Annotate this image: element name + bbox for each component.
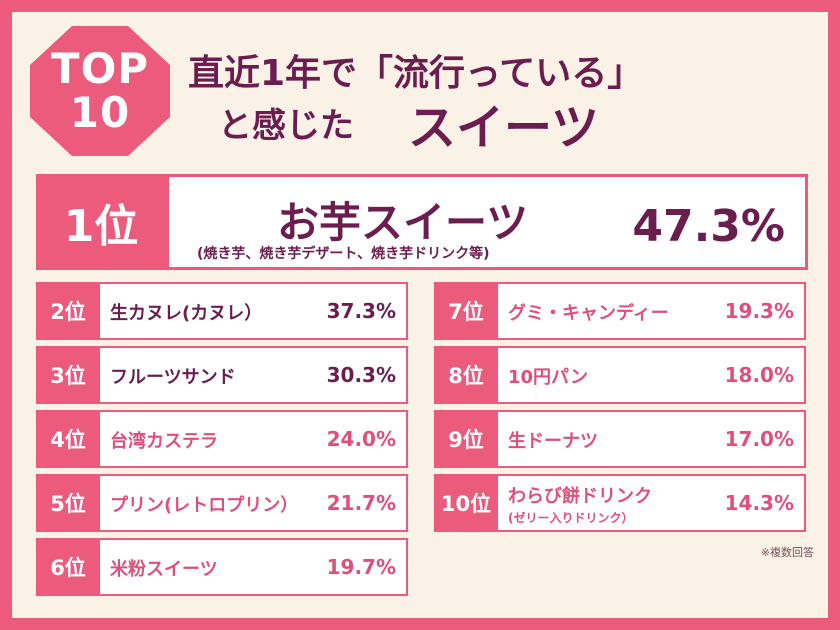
footnote: ※複数回答 (760, 546, 814, 559)
first-sub: (焼き芋、焼き芋デザート、焼き芋ドリンク等) (197, 246, 490, 262)
first-body: お芋スイーツ (焼き芋、焼き芋デザート、焼き芋ドリンク等) 47.3% (166, 174, 808, 270)
item-name: 生カヌレ(カヌレ） (110, 303, 263, 324)
item-percent: 30.3% (326, 363, 396, 387)
first-rank: 1位 (36, 174, 166, 270)
rank-label: 6位 (36, 538, 100, 596)
ranking-right-column: 7位 グミ・キャンディー 19.3% 8位 10円パン 18.0% 9位 生ドー… (434, 282, 806, 538)
item-name: 米粉スイーツ (110, 559, 218, 580)
ranking-row: 5位 プリン(レトロプリン） 21.7% (36, 474, 408, 532)
rank-box: 生ドーナツ 17.0% (498, 410, 806, 468)
rank-label: 8位 (434, 346, 498, 404)
item-percent: 37.3% (326, 299, 396, 323)
rank-label: 10位 (434, 474, 498, 532)
headline-line2: と感じた (218, 106, 354, 146)
badge-line1: TOP (50, 44, 150, 93)
ranking-left-column: 2位 生カヌレ(カヌレ） 37.3% 3位 フルーツサンド 30.3% 4位 台… (36, 282, 408, 602)
rank-box: 生カヌレ(カヌレ） 37.3% (100, 282, 408, 340)
ranking-row: 4位 台湾カステラ 24.0% (36, 410, 408, 468)
top10-badge: TOP 10 (30, 26, 170, 156)
item-name: グミ・キャンディー (508, 303, 669, 324)
headline-emphasis: スイーツ (408, 100, 600, 156)
item-name: プリン(レトロプリン） (110, 495, 299, 516)
item-percent: 19.7% (326, 555, 396, 579)
ranking-row: 6位 米粉スイーツ 19.7% (36, 538, 408, 596)
headline-line1: 直近1年で「流行っている」 (188, 53, 644, 94)
first-place-card: 1位 お芋スイーツ (焼き芋、焼き芋デザート、焼き芋ドリンク等) 47.3% (36, 174, 808, 270)
item-name: わらび餅ドリンク (508, 486, 652, 507)
rank-box: 米粉スイーツ 19.7% (100, 538, 408, 596)
rank-box: 台湾カステラ 24.0% (100, 410, 408, 468)
badge-line2: 10 (69, 88, 131, 137)
first-percent: 47.3% (632, 201, 785, 252)
item-percent: 18.0% (724, 363, 794, 387)
rank-label: 4位 (36, 410, 100, 468)
rank-box: プリン(レトロプリン） 21.7% (100, 474, 408, 532)
rank-label: 3位 (36, 346, 100, 404)
item-percent: 14.3% (724, 491, 794, 515)
item-percent: 24.0% (326, 427, 396, 451)
rank-box: 10円パン 18.0% (498, 346, 806, 404)
ranking-row: 7位 グミ・キャンディー 19.3% (434, 282, 806, 340)
rank-label: 2位 (36, 282, 100, 340)
item-name: フルーツサンド (110, 367, 236, 388)
item-name: 生ドーナツ (508, 431, 598, 452)
ranking-row: 9位 生ドーナツ 17.0% (434, 410, 806, 468)
rank-box: わらび餅ドリンク (ゼリー入りドリンク） 14.3% (498, 474, 806, 532)
rank-label: 5位 (36, 474, 100, 532)
rank-label: 7位 (434, 282, 498, 340)
first-name: お芋スイーツ (277, 198, 529, 247)
item-percent: 19.3% (724, 299, 794, 323)
item-percent: 17.0% (724, 427, 794, 451)
item-sub: (ゼリー入りドリンク） (508, 511, 634, 525)
ranking-row: 3位 フルーツサンド 30.3% (36, 346, 408, 404)
ranking-row: 10位 わらび餅ドリンク (ゼリー入りドリンク） 14.3% (434, 474, 806, 532)
rank-box: グミ・キャンディー 19.3% (498, 282, 806, 340)
item-name: 10円パン (508, 367, 588, 388)
rank-box: フルーツサンド 30.3% (100, 346, 408, 404)
rank-label: 9位 (434, 410, 498, 468)
ranking-row: 2位 生カヌレ(カヌレ） 37.3% (36, 282, 408, 340)
item-name: 台湾カステラ (110, 431, 218, 452)
ranking-row: 8位 10円パン 18.0% (434, 346, 806, 404)
item-percent: 21.7% (326, 491, 396, 515)
